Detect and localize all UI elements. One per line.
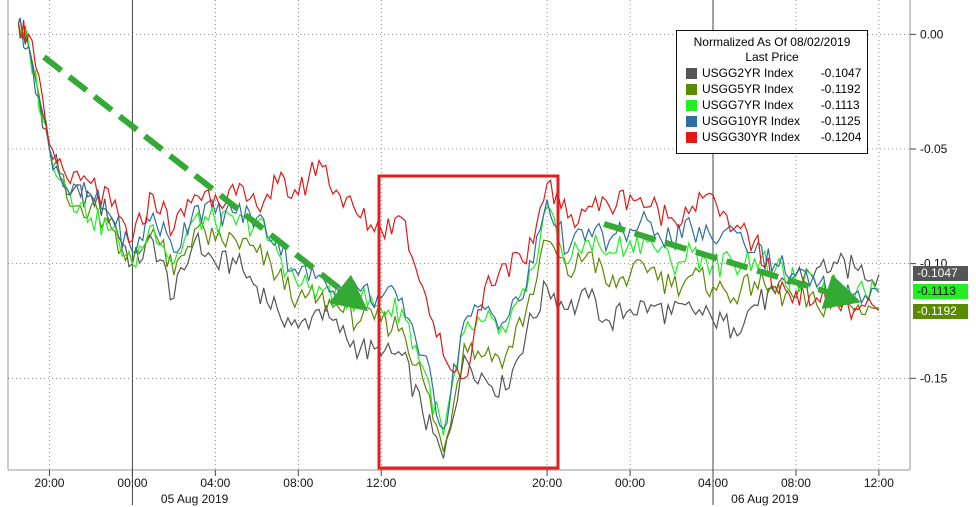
x-tick-label: 20:00 xyxy=(34,476,64,490)
x-axis: 20:00 00:00 04:00 08:00 12:00 20:00 00:00 04:00… xyxy=(34,470,894,506)
highlight-box xyxy=(377,174,560,470)
legend-series-name: USGG5YR Index xyxy=(702,82,794,96)
x-tick-label: 20:00 xyxy=(532,476,562,490)
x-tick-label: 12:00 xyxy=(864,476,894,490)
legend-item: USGG5YR Index -0.1192 xyxy=(686,81,867,97)
legend-swatch xyxy=(686,83,697,95)
last-value-badge: -0.1192 xyxy=(913,303,968,319)
legend-item: USGG2YR Index -0.1047 xyxy=(686,65,867,81)
legend-swatch xyxy=(686,67,697,79)
y-tick-label: 0.00 xyxy=(920,27,944,41)
y-tick-label: -0.15 xyxy=(920,371,948,385)
legend-title: Normalized As Of 08/02/2019 xyxy=(693,35,851,49)
legend-series-value: -0.1125 xyxy=(820,114,861,128)
legend: Normalized As Of 08/02/2019 Last Price U… xyxy=(676,30,868,154)
x-tick-label: 08:00 xyxy=(781,476,811,490)
legend-swatch xyxy=(686,131,697,143)
x-tick-label: 12:00 xyxy=(366,476,396,490)
x-tick-label: 04:00 xyxy=(698,476,728,490)
legend-series-name: USGG7YR Index xyxy=(702,98,794,112)
y-tick-label: -0.05 xyxy=(920,142,948,156)
x-tick-label: 00:00 xyxy=(615,476,645,490)
legend-series-value: -0.1113 xyxy=(820,98,860,112)
legend-rows: USGG2YR Index -0.1047 USGG5YR Index -0.1192… xyxy=(677,65,867,145)
legend-series-value: -0.1192 xyxy=(820,82,861,96)
trend-arrow-right xyxy=(603,221,862,309)
trend-arrow-left xyxy=(42,54,369,312)
series-line-usgg5yr xyxy=(17,22,880,452)
legend-item: USGG10YR Index -0.1125 xyxy=(686,113,867,129)
series-line-usgg2yr xyxy=(17,18,880,459)
date-label: 05 Aug 2019 xyxy=(161,492,229,506)
last-value-badge: -0.1047 xyxy=(913,266,968,282)
legend-series-value: -0.1204 xyxy=(820,130,862,144)
legend-subtitle: Last Price xyxy=(745,50,799,64)
x-tick-label: 04:00 xyxy=(200,476,230,490)
x-tick-label: 00:00 xyxy=(117,476,147,490)
series-line-usgg30yr xyxy=(17,20,880,380)
legend-item: USGG30YR Index -0.1204 xyxy=(686,129,867,145)
legend-swatch xyxy=(686,99,697,111)
series-layer xyxy=(17,17,880,459)
annotations xyxy=(42,54,862,470)
legend-series-name: USGG30YR Index xyxy=(702,130,801,144)
last-value-badge: -0.1113 xyxy=(913,283,968,299)
date-label: 06 Aug 2019 xyxy=(731,492,799,506)
y-axis: 0.00-0.05-0.10-0.15 xyxy=(910,27,948,385)
x-tick-label: 08:00 xyxy=(283,476,313,490)
legend-series-name: USGG10YR Index xyxy=(702,114,801,128)
legend-item: USGG7YR Index -0.1113 xyxy=(686,97,867,113)
legend-swatch xyxy=(686,115,697,127)
legend-series-value: -0.1047 xyxy=(820,66,862,80)
legend-series-name: USGG2YR Index xyxy=(702,66,794,80)
